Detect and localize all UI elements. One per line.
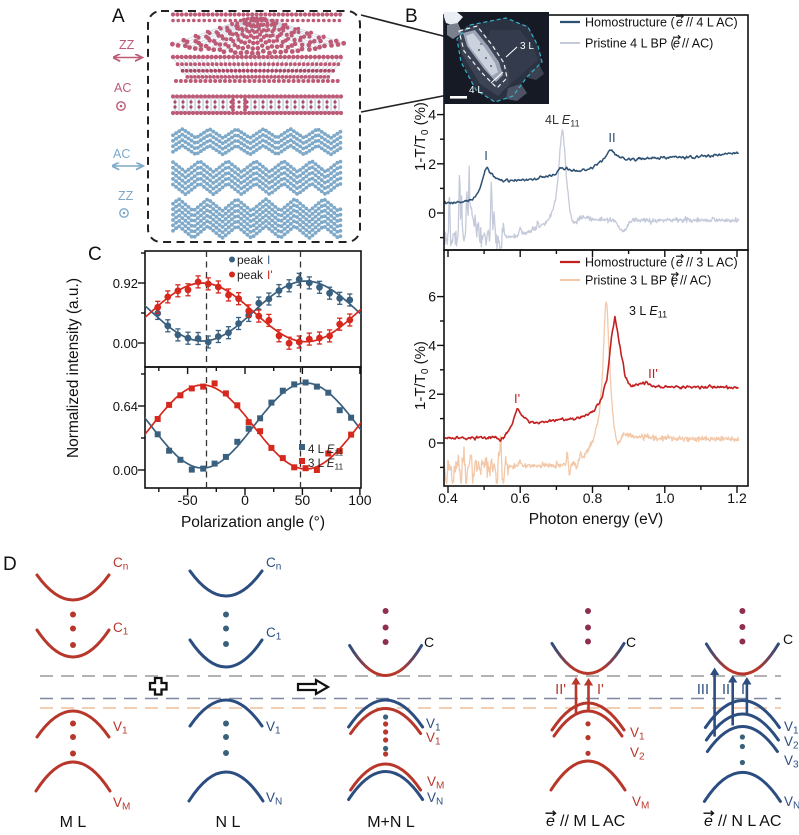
svg-text:I': I' <box>597 682 604 698</box>
svg-text:2: 2 <box>428 156 436 172</box>
svg-text:Pristine 4 L BP (: Pristine 4 L BP ( <box>585 37 675 51</box>
svg-text:B: B <box>405 6 418 27</box>
svg-text:// 4 L AC): // 4 L AC) <box>686 16 738 30</box>
svg-text:1.2: 1.2 <box>727 490 747 506</box>
svg-text:Polarization angle (°): Polarization angle (°) <box>181 514 325 531</box>
svg-text:0.00: 0.00 <box>113 463 138 478</box>
svg-text:II': II' <box>648 366 658 381</box>
svg-text:6: 6 <box>428 289 436 305</box>
svg-text:e: e <box>704 813 713 830</box>
svg-text:peak: peak <box>237 268 264 282</box>
svg-text:C: C <box>783 631 793 647</box>
svg-text:// AC): // AC) <box>682 37 713 51</box>
svg-text:0: 0 <box>428 435 436 451</box>
svg-text:D: D <box>3 554 17 575</box>
svg-text:I': I' <box>267 268 273 282</box>
svg-text:II: II <box>608 130 615 145</box>
svg-text:0: 0 <box>428 205 436 221</box>
svg-text:ZZ: ZZ <box>118 189 134 203</box>
svg-text:4: 4 <box>428 107 436 123</box>
svg-text:I: I <box>484 148 488 163</box>
svg-text:Pristine 3 L BP (: Pristine 3 L BP ( <box>585 274 675 288</box>
svg-text:Homostructure (: Homostructure ( <box>585 16 675 30</box>
svg-text:e: e <box>671 274 678 288</box>
svg-text:// M L AC: // M L AC <box>560 813 625 830</box>
svg-text:0.4: 0.4 <box>438 490 458 506</box>
svg-text:3 L: 3 L <box>520 41 534 52</box>
svg-text:Normalized intensity (a.u.): Normalized intensity (a.u.) <box>65 278 82 458</box>
svg-text:0.8: 0.8 <box>583 490 603 506</box>
svg-text:I': I' <box>514 391 520 406</box>
svg-text:AC: AC <box>114 81 131 95</box>
svg-text:C: C <box>88 244 102 265</box>
svg-text:M+N L: M+N L <box>367 814 415 831</box>
svg-text:100: 100 <box>348 492 372 508</box>
svg-text:0.00: 0.00 <box>113 336 138 351</box>
svg-text:// AC): // AC) <box>680 274 711 288</box>
svg-text:0.6: 0.6 <box>510 490 530 506</box>
svg-text:-50: -50 <box>177 492 197 508</box>
svg-text:III: III <box>697 682 709 698</box>
svg-text:II': II' <box>555 682 566 698</box>
svg-text:e: e <box>676 16 683 30</box>
svg-text:I: I <box>741 682 745 698</box>
svg-text:1.0: 1.0 <box>655 490 675 506</box>
svg-text:I: I <box>267 253 270 267</box>
svg-text:0.64: 0.64 <box>113 399 138 414</box>
svg-text:2: 2 <box>428 386 436 402</box>
svg-text:Homostructure (: Homostructure ( <box>585 256 675 270</box>
svg-text:e: e <box>546 813 555 830</box>
svg-text:50: 50 <box>295 492 311 508</box>
svg-text:II: II <box>722 682 730 698</box>
svg-text:0.92: 0.92 <box>113 276 138 291</box>
svg-text:1-T/T0 (%): 1-T/T0 (%) <box>412 102 431 171</box>
svg-text:3 L E11: 3 L E11 <box>308 458 344 472</box>
svg-text:peak: peak <box>237 253 264 267</box>
svg-text:e: e <box>673 37 680 51</box>
svg-text:M L: M L <box>60 814 87 831</box>
svg-text:1-T/T0 (%): 1-T/T0 (%) <box>412 341 431 410</box>
svg-text:ZZ: ZZ <box>119 38 135 52</box>
svg-text:3 L E11: 3 L E11 <box>629 304 667 320</box>
svg-text:Photon energy (eV): Photon energy (eV) <box>529 511 663 528</box>
svg-text:e: e <box>676 256 683 270</box>
svg-text:AC: AC <box>113 147 130 161</box>
svg-text:A: A <box>112 6 125 27</box>
svg-text:4 L E11: 4 L E11 <box>308 444 344 458</box>
svg-text:// N L AC: // N L AC <box>718 813 781 830</box>
svg-text:4: 4 <box>428 337 436 353</box>
svg-text:C: C <box>424 634 434 650</box>
svg-text:N L: N L <box>216 814 241 831</box>
svg-text:0: 0 <box>241 492 249 508</box>
svg-text:4 L: 4 L <box>469 85 483 96</box>
svg-text:// 3 L AC): // 3 L AC) <box>686 256 738 270</box>
svg-text:C: C <box>626 634 636 650</box>
